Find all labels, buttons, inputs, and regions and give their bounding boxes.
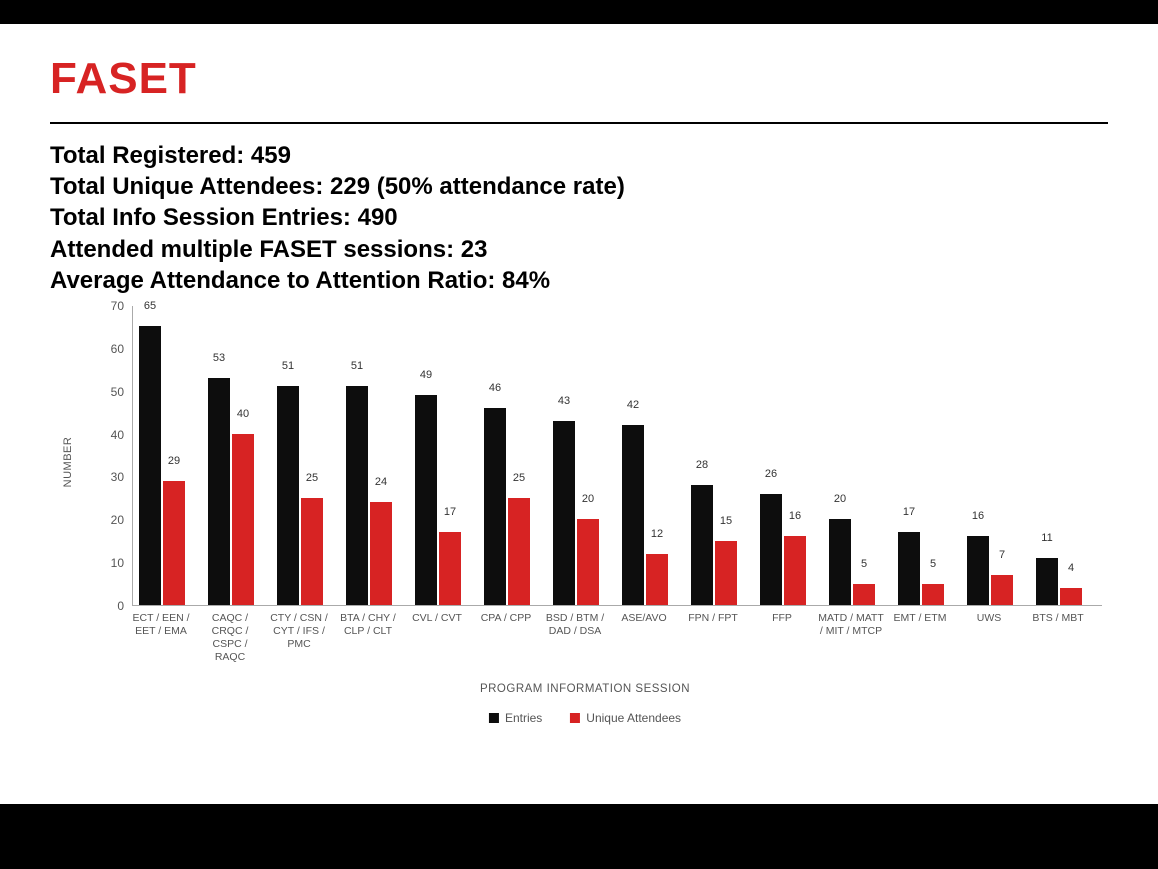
bar-entries [277,386,299,605]
bar-value-label: 15 [715,515,737,527]
swatch-attendees [570,713,580,723]
bar-value-label: 20 [577,493,599,505]
bar-attendees [577,519,599,605]
bar-entries [553,421,575,605]
bar-value-label: 46 [484,382,506,394]
y-tick: 50 [94,385,124,399]
x-tick-label: EMT / ETM [886,612,954,625]
bar-value-label: 7 [991,549,1013,561]
y-tick: 60 [94,342,124,356]
bar-attendees [370,502,392,605]
y-axis: 010203040506070 [100,306,130,606]
bar-value-label: 5 [922,558,944,570]
bar-entries [415,395,437,605]
x-tick-label: ASE/AVO [610,612,678,625]
bar-value-label: 16 [784,510,806,522]
stat-line: Total Unique Attendees: 229 (50% attenda… [50,171,1108,202]
bar-value-label: 25 [301,472,323,484]
bar-value-label: 16 [967,510,989,522]
bar-value-label: 26 [760,468,782,480]
bar-attendees [232,434,254,605]
bar-value-label: 12 [646,528,668,540]
divider [50,122,1108,124]
bar-value-label: 65 [139,300,161,312]
y-tick: 10 [94,556,124,570]
bar-entries [622,425,644,605]
legend-item-attendees: Unique Attendees [570,711,681,725]
x-tick-label: UWS [955,612,1023,625]
bar-value-label: 49 [415,369,437,381]
bar-value-label: 43 [553,395,575,407]
bar-entries [484,408,506,605]
bar-attendees [1060,588,1082,605]
bar-attendees [991,575,1013,605]
stat-line: Total Info Session Entries: 490 [50,202,1108,233]
bar-value-label: 17 [439,506,461,518]
bar-entries [1036,558,1058,605]
y-tick: 20 [94,513,124,527]
swatch-entries [489,713,499,723]
bar-entries [691,485,713,605]
bar-attendees [853,584,875,605]
bar-value-label: 28 [691,459,713,471]
x-tick-label: BTA / CHY / CLP / CLT [334,612,402,638]
bar-value-label: 29 [163,455,185,467]
stat-line: Average Attendance to Attention Ratio: 8… [50,265,1108,296]
bar-value-label: 5 [853,558,875,570]
y-axis-label: NUMBER [62,437,74,488]
bar-value-label: 20 [829,493,851,505]
bar-entries [346,386,368,605]
legend-label: Entries [505,711,542,725]
stat-line: Total Registered: 459 [50,140,1108,171]
bar-value-label: 17 [898,506,920,518]
bar-value-label: 42 [622,399,644,411]
bar-attendees [301,498,323,605]
bar-chart: NUMBER 010203040506070 65295340512551244… [60,306,1110,736]
bar-attendees [715,541,737,605]
bar-entries [898,532,920,605]
y-tick: 70 [94,299,124,313]
bar-attendees [439,532,461,605]
x-tick-label: CAQC / CRQC / CSPC / RAQC [196,612,264,665]
x-tick-label: CPA / CPP [472,612,540,625]
bar-value-label: 51 [277,360,299,372]
bar-entries [760,494,782,605]
legend-label: Unique Attendees [586,711,681,725]
x-tick-label: FPN / FPT [679,612,747,625]
page-title: FASET [50,54,1108,104]
stat-line: Attended multiple FASET sessions: 23 [50,234,1108,265]
y-tick: 40 [94,428,124,442]
x-tick-label: FFP [748,612,816,625]
plot-area: 6529534051255124491746254320421228152616… [132,306,1102,606]
bar-attendees [646,554,668,605]
y-tick: 0 [94,599,124,613]
stats-block: Total Registered: 459 Total Unique Atten… [50,140,1108,296]
bar-attendees [784,536,806,605]
legend: Entries Unique Attendees [489,711,681,725]
x-tick-label: BTS / MBT [1024,612,1092,625]
x-tick-label: MATD / MATT / MIT / MTCP [817,612,885,638]
bar-entries [967,536,989,605]
x-tick-label: CVL / CVT [403,612,471,625]
bar-entries [829,519,851,605]
bar-value-label: 40 [232,408,254,420]
x-tick-label: BSD / BTM / DAD / DSA [541,612,609,638]
bar-entries [208,378,230,605]
bar-value-label: 11 [1036,532,1058,544]
bar-value-label: 25 [508,472,530,484]
y-tick: 30 [94,470,124,484]
bar-attendees [163,481,185,605]
bar-value-label: 51 [346,360,368,372]
bar-entries [139,326,161,605]
x-axis-title: PROGRAM INFORMATION SESSION [480,683,690,695]
x-tick-label: CTY / CSN / CYT / IFS / PMC [265,612,333,651]
bar-value-label: 53 [208,352,230,364]
bar-attendees [508,498,530,605]
bar-attendees [922,584,944,605]
bar-value-label: 4 [1060,562,1082,574]
slide: FASET Total Registered: 459 Total Unique… [0,24,1158,804]
bar-value-label: 24 [370,476,392,488]
x-tick-label: ECT / EEN / EET / EMA [127,612,195,638]
legend-item-entries: Entries [489,711,542,725]
